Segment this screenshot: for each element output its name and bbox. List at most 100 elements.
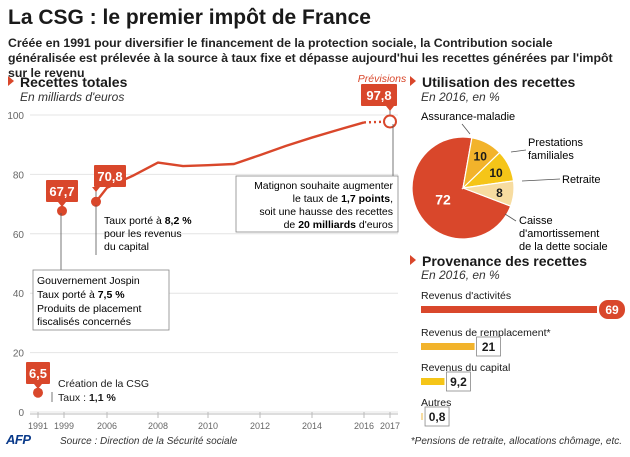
annotation-1997-line2: Taux porté à 7,5 % bbox=[37, 289, 125, 301]
bar bbox=[421, 343, 475, 350]
value-box bbox=[94, 165, 126, 187]
annotation-2017-line2: le taux de 1,7 points, bbox=[293, 193, 393, 205]
x-tick-label: 2014 bbox=[302, 421, 322, 431]
bar bbox=[421, 306, 597, 313]
annotation-1997-line3: Produits de placement bbox=[37, 303, 142, 315]
annotation-1991-line2: Taux : 1,1 % bbox=[58, 392, 116, 404]
source-note: Source : Direction de la Sécurité social… bbox=[60, 436, 238, 447]
line-chart-heading: Recettes totales bbox=[8, 74, 127, 90]
bar-value-box bbox=[424, 406, 450, 427]
value-box bbox=[26, 362, 50, 384]
pie-label-assurance: Assurance-maladie bbox=[421, 111, 515, 123]
annotation-2017: Matignon souhaite augmenter le taux de 1… bbox=[235, 124, 399, 233]
bar bbox=[421, 378, 445, 385]
x-tick-label: 2012 bbox=[250, 421, 270, 431]
annotation-1997-line4: fiscalisés concernés bbox=[37, 316, 131, 328]
line-chart-x-ticks: 1991 1999 2006 2008 2010 2012 2014 2016 2017 bbox=[28, 412, 400, 431]
pie-chart-heading: Utilisation des recettes bbox=[410, 74, 575, 90]
pie-labels: Assurance-maladie Prestations familiales… bbox=[421, 111, 608, 253]
annotation-2005: Taux porté à 8,2 % pour les revenus du c… bbox=[95, 205, 192, 255]
bar-value-box bbox=[446, 371, 471, 392]
annotation-2017-line3: soit une hausse des recettes bbox=[259, 206, 393, 218]
x-tick-label: 2008 bbox=[148, 421, 168, 431]
annotation-2005-line2: pour les revenus bbox=[104, 228, 182, 240]
bar-value-box bbox=[476, 336, 501, 357]
value-label: 6,5 bbox=[29, 366, 47, 381]
bar-category-label: Autres bbox=[421, 397, 451, 409]
bar-value-box bbox=[599, 300, 625, 319]
bar-category-label: Revenus de remplacement* bbox=[421, 327, 551, 339]
annotation-2005-line3: du capital bbox=[104, 241, 149, 253]
x-tick-label: 2017 bbox=[380, 421, 400, 431]
page-subtitle: Créée en 1991 pour diversifier le financ… bbox=[8, 36, 613, 80]
annotation-1991: Création de la CSG Taux : 1,1 % bbox=[51, 378, 149, 404]
y-tick-label: 20 bbox=[13, 349, 25, 360]
revenue-line bbox=[95, 121, 365, 203]
bar-category-label: Revenus d'activités bbox=[421, 290, 511, 302]
pie-slice bbox=[411, 136, 512, 240]
pie-slice bbox=[462, 180, 515, 207]
pie-value-label: 10 bbox=[489, 166, 503, 180]
line-chart-unit: En milliards d'euros bbox=[20, 90, 125, 104]
value-box-pointer bbox=[92, 187, 100, 192]
annotation-1997-box bbox=[32, 269, 170, 331]
pie-label-caisse-1: Caisse bbox=[519, 215, 553, 227]
annotation-2017-line1: Matignon souhaite augmenter bbox=[254, 180, 393, 192]
annotation-1997-line1: Gouvernement Jospin bbox=[37, 275, 140, 287]
line-chart-points: 6,5 67,7 70,8 97,8 bbox=[26, 84, 397, 398]
pie-label-retraite: Retraite bbox=[562, 174, 601, 186]
afp-logo: AFP bbox=[6, 432, 31, 447]
data-point bbox=[383, 114, 397, 129]
value-label: 97,8 bbox=[366, 88, 391, 103]
bar-category-label: Revenus du capital bbox=[421, 362, 510, 374]
page-title: La CSG : le premier impôt de France bbox=[8, 6, 371, 29]
line-chart-grid bbox=[30, 114, 398, 415]
pie-label-caisse-2: d'amortissement bbox=[519, 228, 599, 240]
y-tick-label: 100 bbox=[7, 111, 24, 122]
value-box-pointer bbox=[58, 202, 66, 207]
bar-chart: Revenus d'activités 69 Revenus de remplace… bbox=[421, 290, 625, 427]
pie-value-label: 8 bbox=[496, 186, 503, 200]
x-tick-label: 2006 bbox=[97, 421, 117, 431]
annotation-2005-line1: Taux porté à 8,2 % bbox=[104, 215, 192, 227]
value-box-pointer bbox=[386, 106, 394, 111]
annotation-2017-line4: de 20 milliards d'euros bbox=[284, 219, 393, 231]
annotation-2017-box bbox=[235, 175, 399, 233]
data-point bbox=[91, 196, 101, 207]
pie-label-prestations-2: familiales bbox=[528, 150, 574, 162]
data-point bbox=[57, 205, 67, 216]
pie-value-label: 72 bbox=[435, 191, 451, 207]
line-chart-y-ticks: 0 20 40 60 80 100 bbox=[7, 111, 24, 419]
bar-value-label: 0,8 bbox=[429, 410, 446, 424]
x-tick-label: 2010 bbox=[198, 421, 218, 431]
bar-chart-heading: Provenance des recettes bbox=[410, 253, 587, 269]
annotation-1991-line1: Création de la CSG bbox=[58, 378, 149, 390]
annotation-1997: Gouvernement Jospin Taux porté à 7,5 % P… bbox=[32, 213, 170, 331]
y-tick-label: 60 bbox=[13, 230, 25, 241]
bar-value-label: 9,2 bbox=[450, 375, 467, 389]
value-label: 70,8 bbox=[97, 169, 122, 184]
bar bbox=[421, 413, 424, 420]
x-tick-label: 1999 bbox=[54, 421, 74, 431]
x-tick-label: 1991 bbox=[28, 421, 48, 431]
footnote: *Pensions de retraite, allocations chôma… bbox=[410, 436, 622, 447]
value-label: 67,7 bbox=[49, 184, 74, 199]
value-box bbox=[361, 84, 397, 106]
bar-chart-unit: En 2016, en % bbox=[421, 268, 500, 282]
forecast-label: Prévisions bbox=[358, 73, 407, 85]
y-tick-label: 40 bbox=[13, 289, 25, 300]
bar-value-label: 21 bbox=[482, 340, 496, 354]
y-tick-label: 80 bbox=[13, 170, 25, 181]
pie-label-prestations-1: Prestations bbox=[528, 137, 584, 149]
value-box-pointer bbox=[34, 384, 42, 389]
pie-value-label: 10 bbox=[474, 150, 488, 164]
bar-value-label: 69 bbox=[605, 303, 619, 317]
x-tick-label: 2016 bbox=[354, 421, 374, 431]
y-tick-label: 0 bbox=[18, 408, 24, 419]
pie-label-caisse-3: de la dette sociale bbox=[519, 241, 608, 253]
pie-chart-unit: En 2016, en % bbox=[421, 90, 500, 104]
value-box bbox=[46, 180, 78, 202]
data-point bbox=[33, 387, 43, 398]
